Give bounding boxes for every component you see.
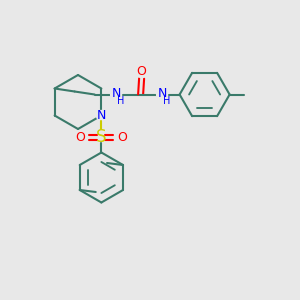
Text: N: N — [158, 87, 167, 100]
Text: S: S — [96, 128, 106, 146]
Text: N: N — [112, 87, 121, 100]
Circle shape — [94, 130, 108, 145]
Circle shape — [117, 133, 128, 142]
Text: O: O — [117, 131, 127, 144]
Circle shape — [75, 133, 85, 142]
Text: O: O — [137, 65, 147, 78]
Circle shape — [96, 110, 106, 121]
Text: O: O — [75, 131, 85, 144]
Text: H: H — [117, 95, 124, 106]
Circle shape — [136, 68, 147, 77]
Circle shape — [111, 88, 123, 101]
Text: N: N — [97, 109, 106, 122]
Text: H: H — [163, 95, 170, 106]
Circle shape — [157, 88, 169, 101]
